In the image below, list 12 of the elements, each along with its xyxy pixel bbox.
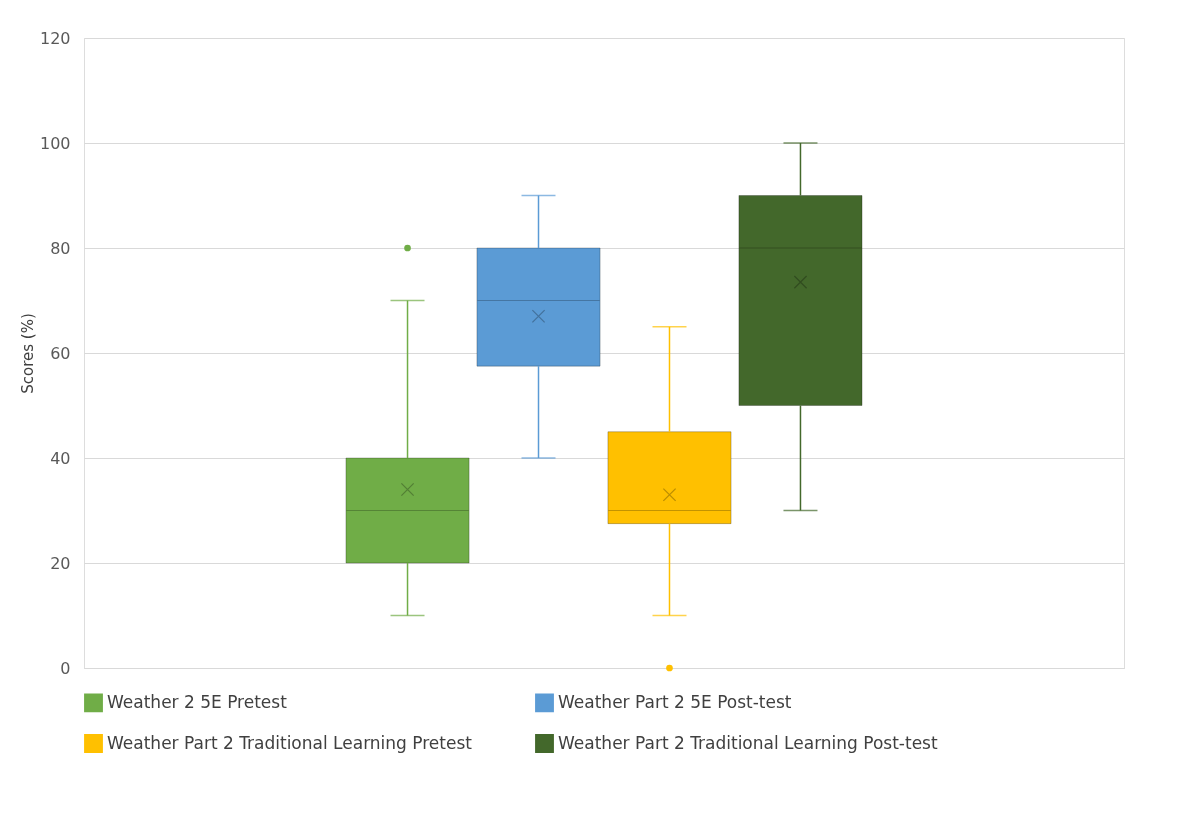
y-axis-title: Scores (%)	[18, 313, 37, 394]
legend-label: Weather 2 5E Pretest	[107, 691, 288, 712]
y-tick-label: 60	[50, 343, 71, 363]
y-tick-label: 80	[50, 238, 71, 258]
legend-label: Weather Part 2 Traditional Learning Post-test	[558, 732, 938, 753]
legend-label: Weather Part 2 Traditional Learning Pretest	[107, 732, 473, 753]
y-tick-label: 20	[50, 553, 71, 573]
y-tick-label: 0	[60, 658, 71, 678]
y-tick-label: 100	[39, 133, 71, 153]
y-tick-label: 120	[39, 28, 71, 48]
legend-label: Weather Part 2 5E Post-test	[558, 691, 792, 712]
y-tick-label: 40	[50, 448, 71, 468]
